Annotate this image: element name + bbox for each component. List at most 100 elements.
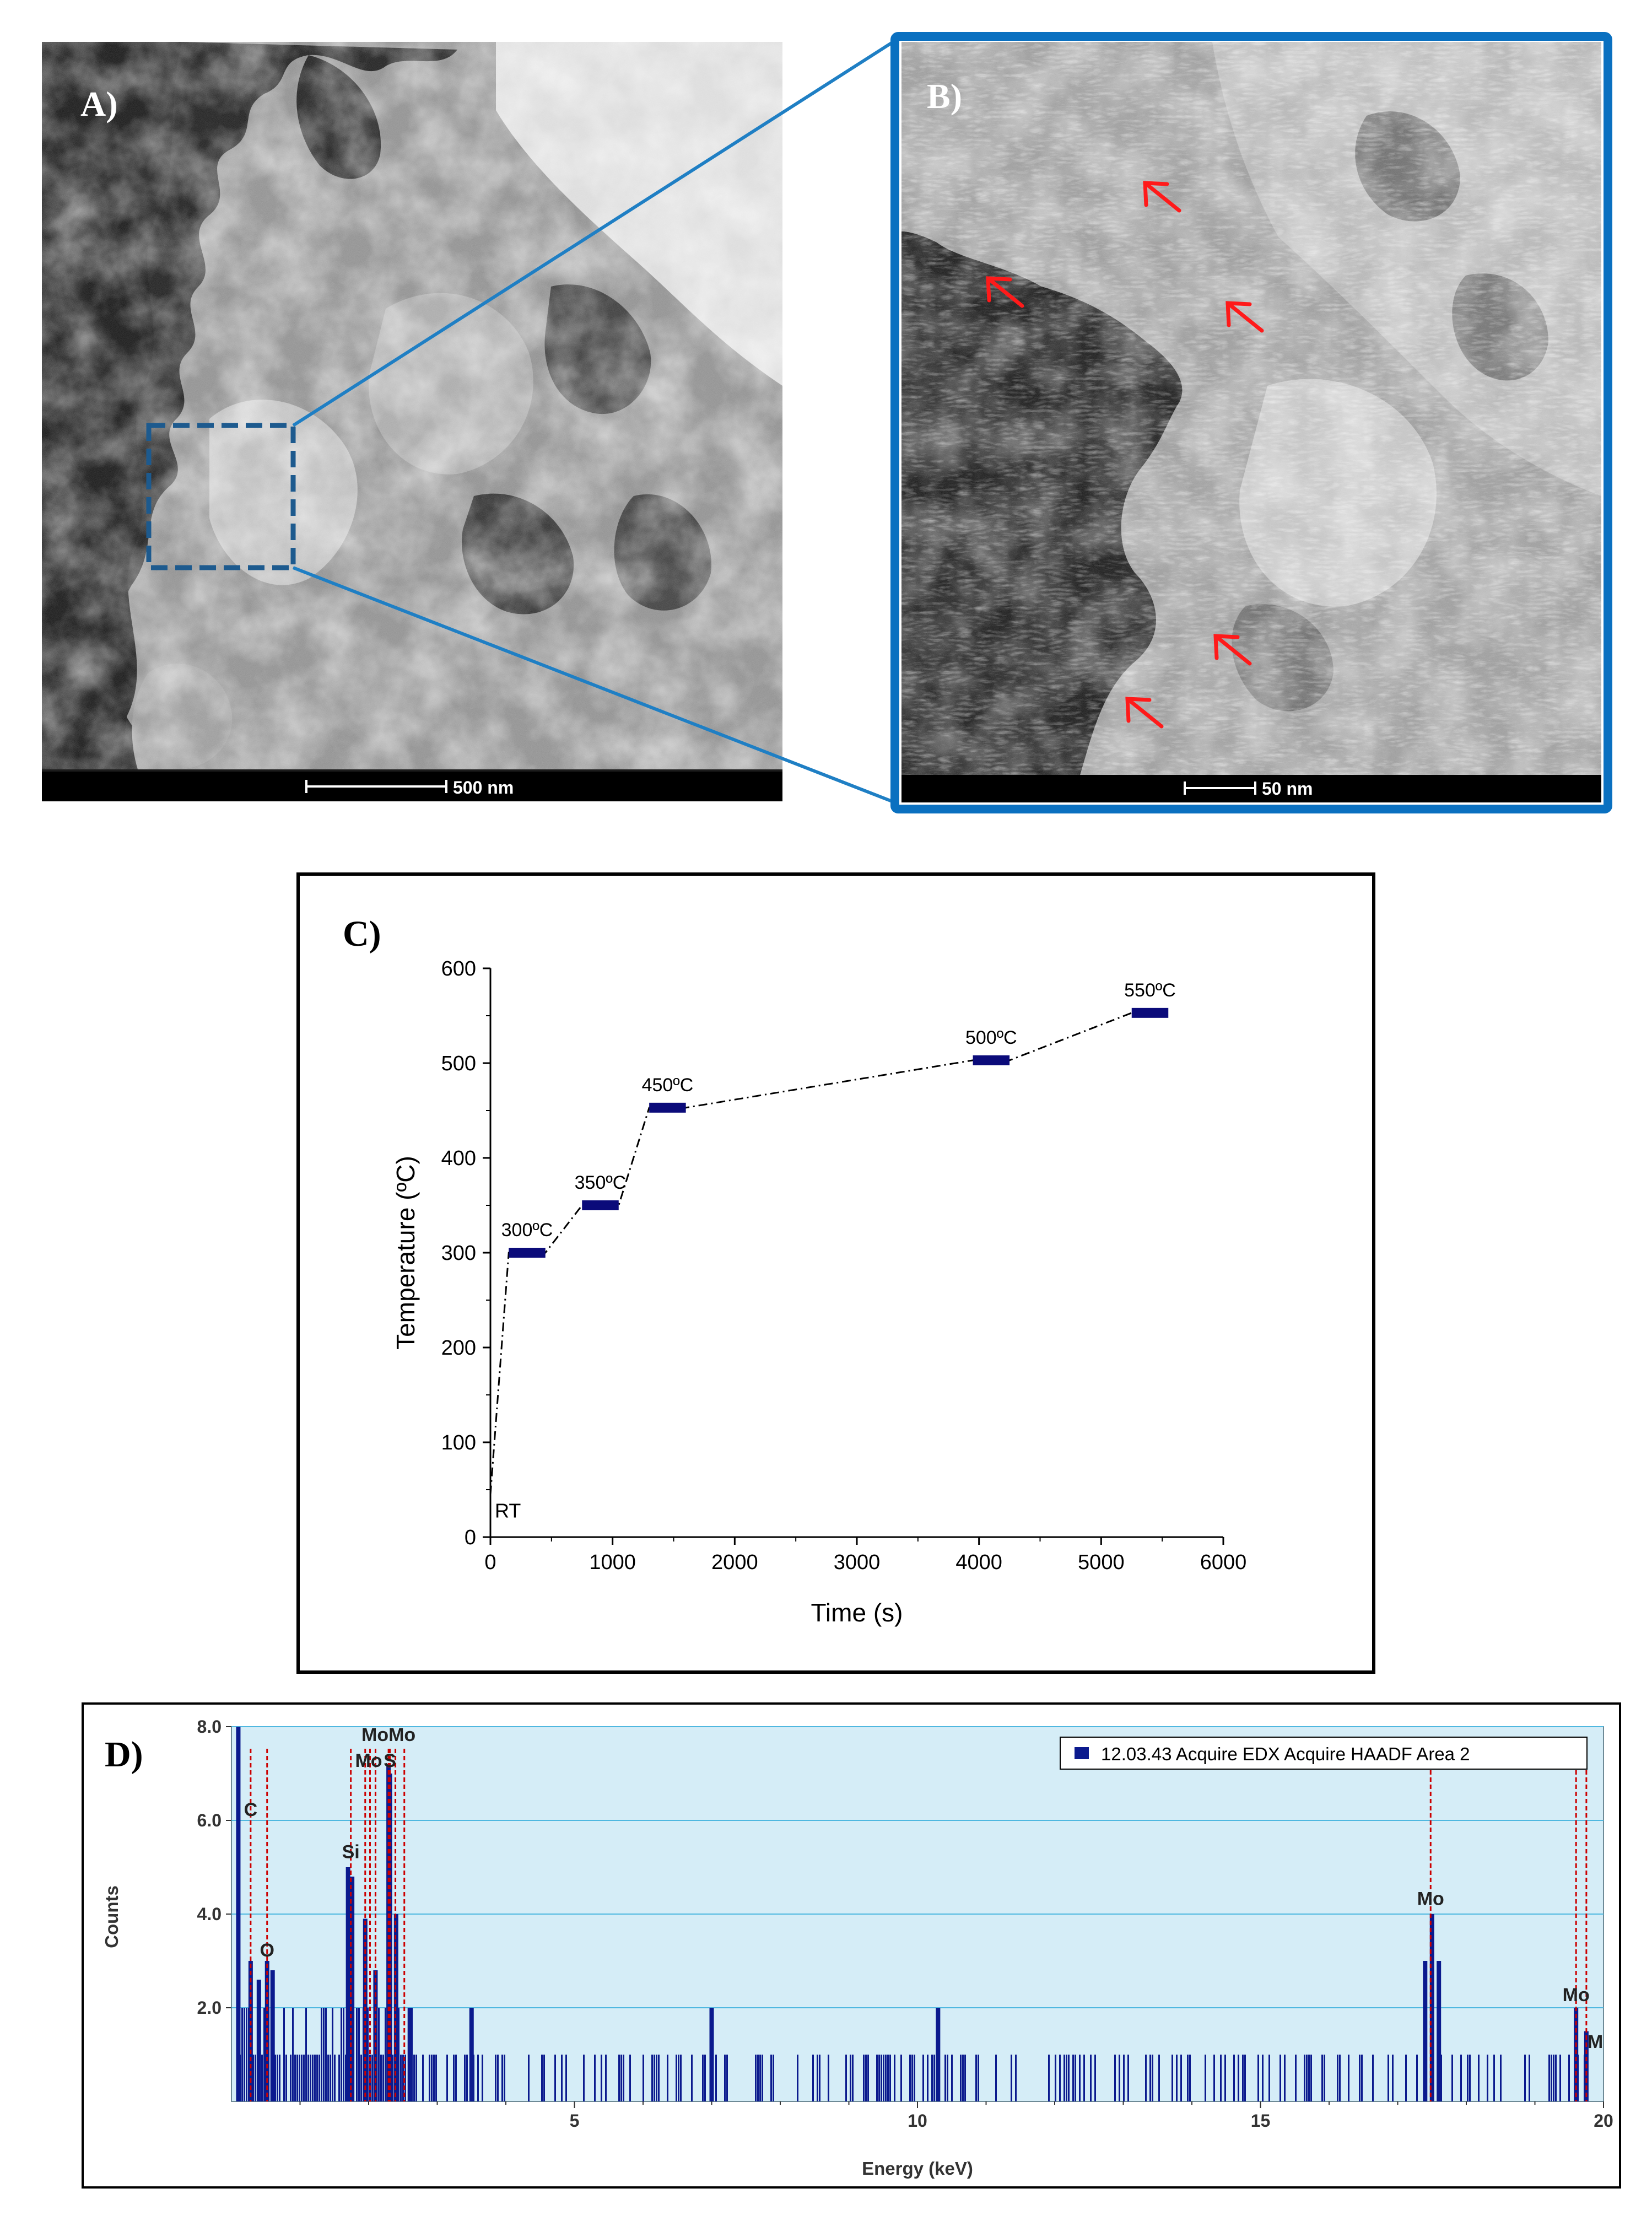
noise-bar	[323, 2008, 325, 2101]
noise-bar	[1551, 2055, 1552, 2101]
noise-bar	[962, 2055, 964, 2101]
noise-bar	[296, 2055, 298, 2101]
noise-bar	[367, 2008, 369, 2101]
noise-bar	[554, 2055, 556, 2101]
noise-bar	[283, 2008, 285, 2101]
noise-bar	[1487, 2055, 1488, 2101]
plateau-label: 550ºC	[1124, 980, 1176, 1001]
noise-bar	[885, 2055, 887, 2101]
noise-bar	[995, 2055, 997, 2101]
noise-bar	[415, 2055, 417, 2101]
noise-bar	[770, 2055, 772, 2101]
noise-bar	[1123, 2055, 1125, 2101]
noise-bar	[819, 2055, 820, 2101]
noise-bar	[1257, 2055, 1259, 2101]
panel-a-micrograph	[42, 42, 782, 769]
noise-bar	[360, 2055, 362, 2101]
noise-bar	[960, 2055, 962, 2101]
y-tick-label: 600	[441, 957, 476, 980]
noise-bar	[290, 2055, 291, 2101]
noise-bar	[246, 2008, 247, 2101]
plateau-label: 450ºC	[642, 1075, 694, 1096]
noise-bar	[369, 2055, 371, 2101]
noise-bar	[1213, 2055, 1215, 2101]
noise-bar	[651, 2055, 653, 2101]
y-tick-label: 400	[441, 1147, 476, 1170]
panel-a-scale-label: 500 nm	[453, 778, 514, 797]
x-tick-label: 2000	[711, 1551, 758, 1574]
panel-c-ticks: 0 1000 2000 3000 4000 5000 6000 0 100 200 300 400 50…	[441, 957, 1247, 1574]
noise-bar	[504, 2055, 505, 2101]
noise-bar	[1152, 2055, 1153, 2101]
noise-bar	[371, 2055, 373, 2101]
noise-bar	[601, 2055, 602, 2101]
y-tick-label: 100	[441, 1431, 476, 1454]
noise-bar	[1114, 2055, 1116, 2101]
noise-bar	[1372, 2055, 1374, 2101]
x-tick-label: 0	[484, 1551, 496, 1574]
noise-bar	[623, 2055, 624, 2101]
noise-bar	[255, 2055, 256, 2101]
noise-bar	[1205, 2055, 1206, 2101]
legend-box	[1060, 1737, 1588, 1770]
noise-bar	[1063, 2055, 1065, 2101]
red-arrow	[1213, 634, 1252, 666]
noise-bar	[643, 2055, 644, 2101]
y-tick-label: 200	[441, 1336, 476, 1360]
noise-bar	[303, 2055, 305, 2101]
element-label: Mo	[355, 1750, 382, 1771]
noise-bar	[629, 2055, 631, 2101]
x-tick-label: 3000	[834, 1551, 881, 1574]
noise-bar	[605, 2055, 607, 2101]
y-tick-label: 2.0	[197, 1998, 222, 2018]
noise-bar	[356, 2008, 358, 2101]
noise-bar	[620, 2055, 622, 2101]
noise-bar	[944, 2055, 946, 2101]
noise-bar	[541, 2055, 543, 2101]
x-tick-label: 1000	[589, 1551, 636, 1574]
noise-bar	[501, 2055, 503, 2101]
noise-bar	[1180, 2055, 1182, 2101]
noise-bar	[1189, 2055, 1191, 2101]
noise-bar	[1451, 2055, 1453, 2101]
noise-bar	[914, 2055, 915, 2101]
noise-bar	[358, 2008, 360, 2101]
noise-bar	[307, 2055, 309, 2101]
noise-bar	[244, 2008, 245, 2101]
noise-bar	[382, 2055, 384, 2101]
noise-bar	[1242, 2055, 1244, 2101]
noise-bar	[1548, 2055, 1550, 2101]
y-tick-label: 8.0	[197, 1717, 222, 1737]
panel-d-label: D)	[105, 1734, 143, 1775]
panel-b-frame	[890, 32, 1612, 813]
noise-bar	[241, 2008, 243, 2101]
peak-bar	[345, 1867, 350, 2101]
noise-bar	[431, 2055, 433, 2101]
red-arrow	[986, 276, 1024, 308]
noise-bar	[1359, 2055, 1361, 2101]
noise-bar	[453, 2055, 455, 2101]
noise-bar	[1262, 2055, 1264, 2101]
noise-bar	[343, 2008, 344, 2101]
noise-bar	[316, 2055, 318, 2101]
noise-bar	[817, 2055, 818, 2101]
noise-bar	[845, 2055, 847, 2101]
noise-bar	[658, 2055, 660, 2101]
noise-bar	[1048, 2055, 1050, 2101]
noise-bar	[1171, 2055, 1173, 2101]
noise-bar	[1176, 2055, 1178, 2101]
noise-bar	[1467, 2055, 1469, 2101]
peak-bar	[936, 2008, 941, 2101]
noise-bar	[881, 2055, 882, 2101]
noise-bar	[1529, 2055, 1530, 2101]
noise-bar	[762, 2055, 763, 2101]
x-tick-label: 6000	[1200, 1551, 1247, 1574]
noise-bar	[1233, 2055, 1235, 2101]
peak-bar	[469, 2008, 474, 2101]
noise-bar	[594, 2055, 596, 2101]
noise-bar	[380, 2055, 382, 2101]
element-label: Si	[342, 1842, 360, 1863]
noise-bar	[400, 2055, 402, 2101]
noise-bar	[455, 2055, 457, 2101]
noise-bar	[1392, 2055, 1394, 2101]
